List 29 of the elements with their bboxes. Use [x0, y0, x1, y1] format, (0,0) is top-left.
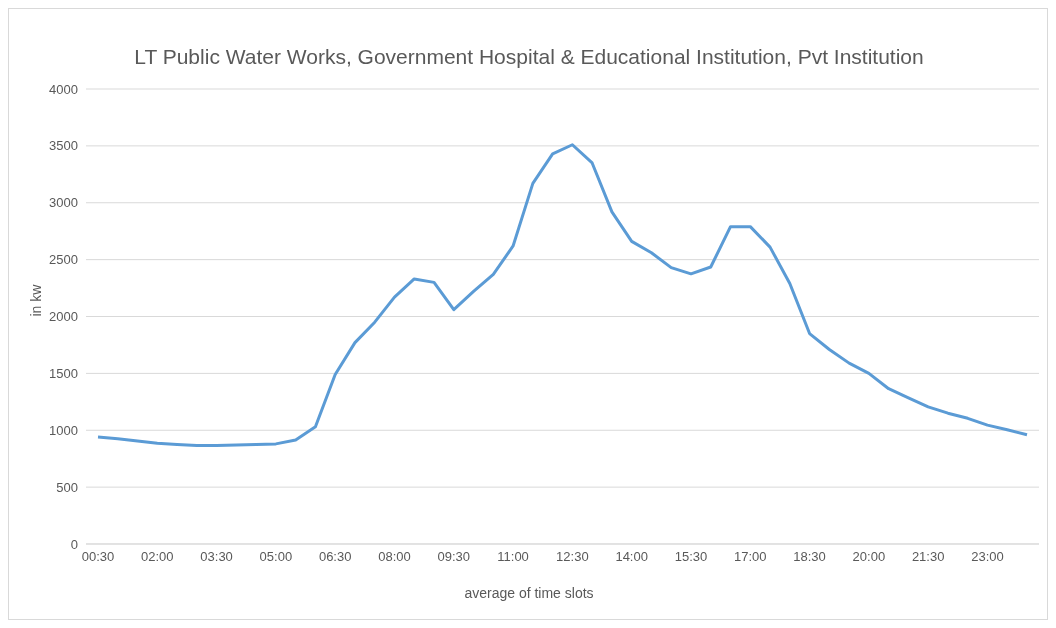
x-tick-label: 05:00 — [259, 549, 293, 565]
y-tick-label: 2500 — [49, 252, 78, 268]
x-tick-label: 17:00 — [734, 549, 767, 565]
x-tick-label: 14:00 — [615, 549, 648, 565]
x-tick-label: 12:30 — [556, 549, 589, 565]
chart-title: LT Public Water Works, Government Hospital & Educational Institution, Pvt Institution — [133, 45, 925, 69]
y-tick-label: 1500 — [49, 365, 78, 381]
x-axis-title: average of time slots — [463, 585, 595, 601]
x-tick-label: 09:30 — [437, 549, 471, 565]
x-tick-label: 20:00 — [852, 549, 886, 565]
y-tick-label: 3000 — [49, 195, 78, 211]
x-tick-label: 08:00 — [378, 549, 411, 565]
x-tick-label: 03:30 — [200, 549, 233, 565]
y-tick-label: 0 — [70, 536, 78, 552]
x-tick-label: 15:30 — [674, 549, 708, 565]
x-tick-label: 21:30 — [911, 549, 945, 565]
y-tick-label: 1000 — [49, 422, 78, 438]
line-series — [96, 143, 1029, 448]
y-tick-label: 4000 — [49, 81, 78, 97]
y-axis-title: in kw — [27, 283, 44, 317]
x-tick-label: 18:30 — [793, 549, 826, 565]
x-tick-label: 02:00 — [141, 549, 174, 565]
x-tick-label: 23:00 — [971, 549, 1004, 565]
y-tick-label: 500 — [56, 479, 78, 495]
x-tick-label: 11:00 — [497, 549, 529, 565]
y-tick-label: 2000 — [49, 309, 78, 325]
x-tick-label: 00:30 — [81, 549, 115, 565]
y-tick-label: 3500 — [49, 138, 78, 154]
x-tick-label: 06:30 — [318, 549, 352, 565]
